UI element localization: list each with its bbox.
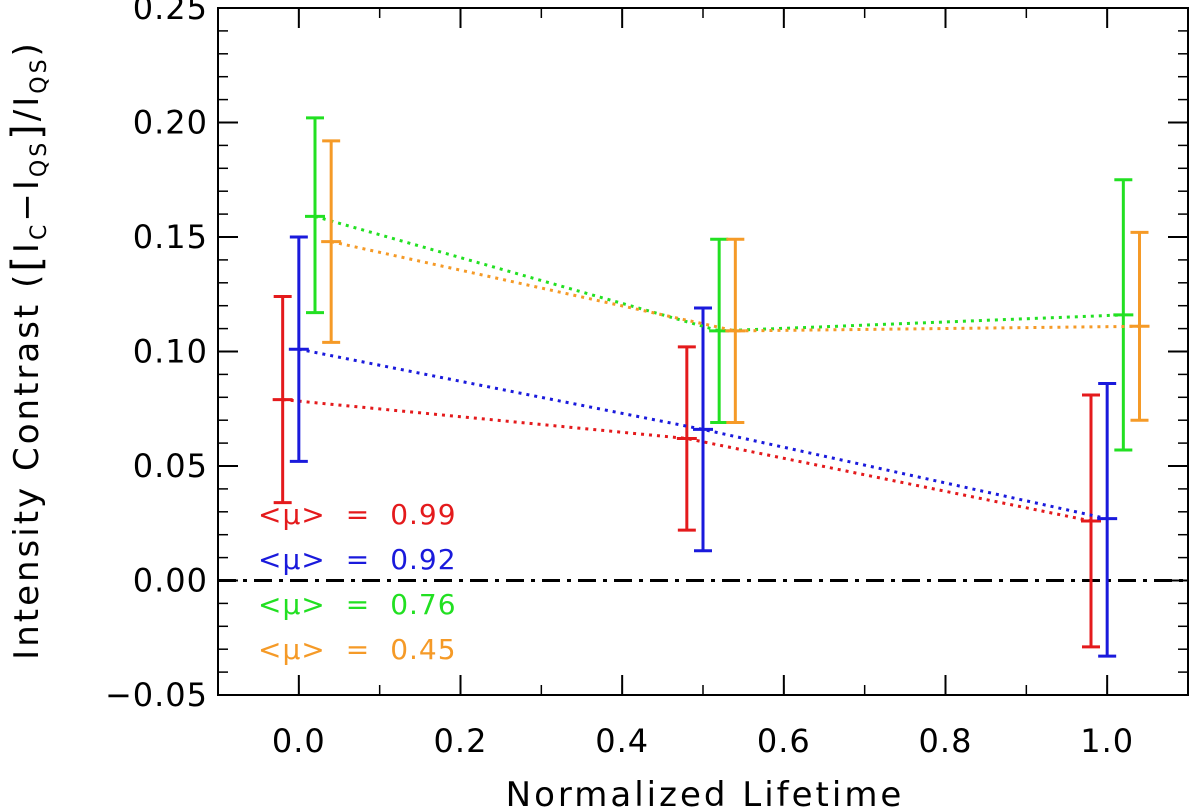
- y-tick-label: 0.25: [133, 0, 208, 27]
- x-tick-label: 0.8: [919, 722, 973, 760]
- legend: <μ> = 0.99 <μ> = 0.92 <μ> = 0.76 <μ> = 0.45: [258, 498, 457, 666]
- y-tick-label: 0.00: [133, 562, 208, 600]
- legend-entry-3: <μ> = 0.45: [258, 633, 457, 666]
- y-tick-label: 0.15: [133, 218, 208, 256]
- series-line-1: [298, 347, 1108, 521]
- y-axis-title: Intensity Contrast ([IC−IQS]/IQS): [4, 40, 52, 660]
- series-layer: [218, 116, 1188, 658]
- series-line-3: [330, 240, 1140, 333]
- x-tick-label: 0.0: [272, 722, 326, 760]
- x-axis-title: Normalized Lifetime: [506, 775, 905, 810]
- y-tick-label: 0.10: [133, 333, 208, 371]
- plot-frame: [217, 7, 1189, 696]
- x-tick-label: 0.4: [595, 722, 649, 760]
- x-tick-label: 0.2: [434, 722, 488, 760]
- series-line-0: [282, 398, 1092, 523]
- tick-labels-layer: −0.05 0.00 0.05 0.10 0.15 0.20 0.25 0.0 0.2 0.4 0.…: [105, 0, 1134, 760]
- legend-entry-1: <μ> = 0.92: [258, 543, 457, 576]
- y-tick-label: 0.20: [133, 104, 208, 142]
- x-tick-label: 1.0: [1080, 722, 1134, 760]
- x-tick-label: 0.6: [757, 722, 811, 760]
- series-line-2: [314, 214, 1124, 333]
- legend-entry-2: <μ> = 0.76: [258, 588, 457, 621]
- legend-entry-0: <μ> = 0.99: [258, 498, 457, 531]
- y-tick-label: −0.05: [105, 676, 208, 714]
- y-tick-label: 0.05: [133, 447, 208, 485]
